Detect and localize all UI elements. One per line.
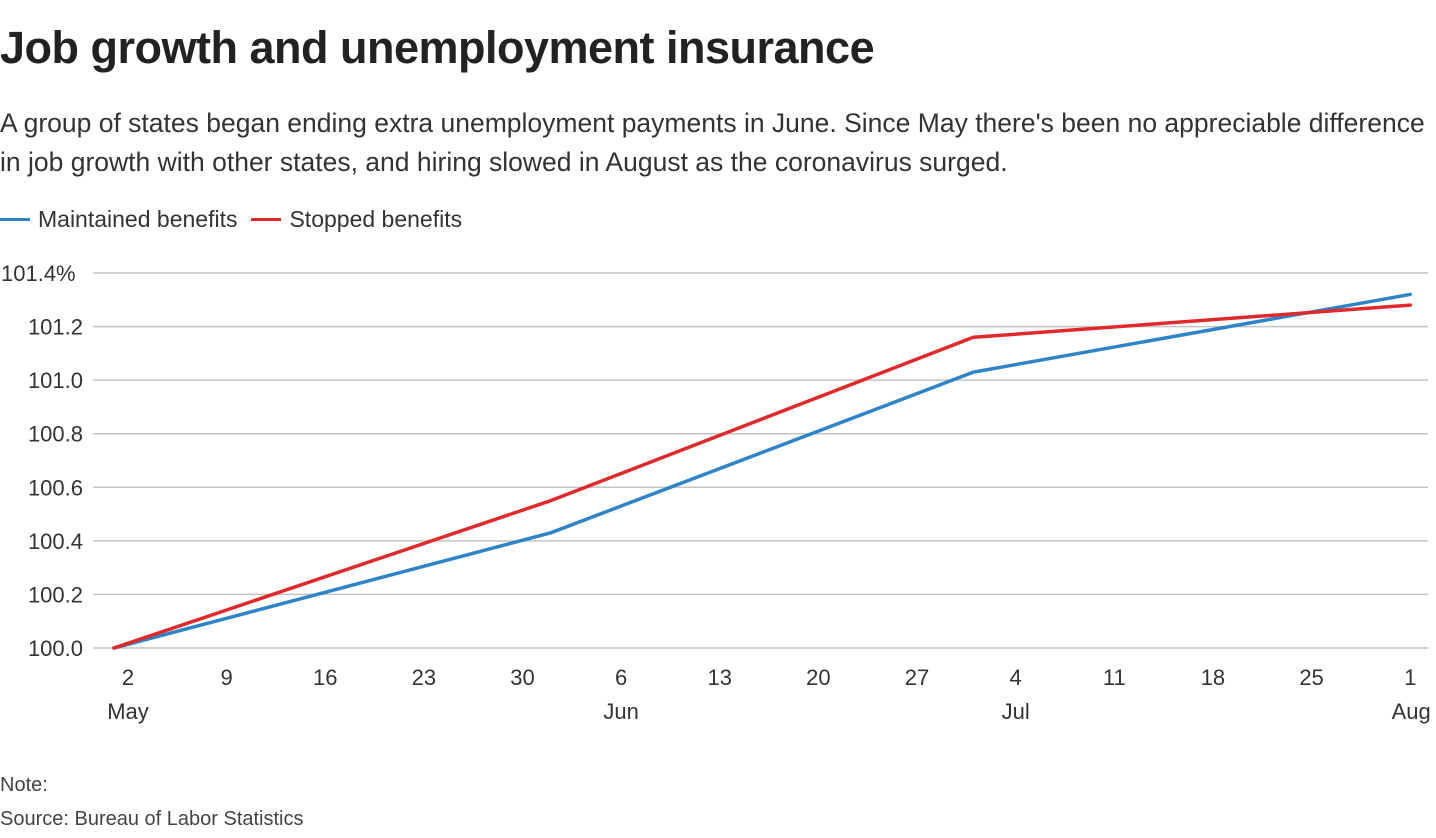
x-tick-label: 6: [615, 665, 627, 690]
y-tick-label: 101.0: [28, 368, 83, 393]
source: Source: Bureau of Labor Statistics: [0, 808, 304, 830]
x-tick-label: 25: [1299, 665, 1323, 690]
y-tick-label: 101.2: [28, 315, 83, 340]
y-tick-label: 100.6: [28, 475, 83, 500]
x-month-label: Jun: [603, 699, 638, 724]
x-tick-label: 20: [806, 665, 830, 690]
legend-label: Maintained benefits: [38, 206, 238, 232]
x-month-label: May: [107, 699, 149, 724]
legend-swatch: [251, 218, 282, 221]
x-tick-label: 9: [221, 665, 233, 690]
chart-title: Job growth and unemployment insurance: [0, 22, 875, 73]
x-tick-label: 11: [1103, 665, 1126, 690]
y-tick-label: 100.0: [28, 636, 83, 661]
legend: Maintained benefits Stopped benefits: [0, 206, 462, 233]
line-chart: 100.0 100.2 100.4 100.6 100.8 101.0 101.2 101.4…: [1, 261, 1431, 724]
x-tick-label: 4: [1010, 665, 1022, 690]
x-month-label: Jul: [1002, 699, 1030, 724]
chart-subtitle: A group of states began ending extra une…: [0, 108, 1425, 177]
series-line-maintained: [112, 292, 1412, 650]
x-tick-label: 13: [708, 665, 732, 690]
y-tick-label: 101.4%: [1, 261, 76, 286]
legend-item-maintained: Maintained benefits: [0, 206, 237, 233]
legend-item-stopped: Stopped benefits: [251, 206, 462, 233]
x-tick-label: 18: [1201, 665, 1225, 690]
x-tick-label: 16: [313, 665, 337, 690]
x-month-label: Aug: [1392, 699, 1431, 724]
x-tick-label: 30: [510, 665, 534, 690]
note: Note:: [0, 774, 48, 796]
y-tick-label: 100.2: [28, 582, 83, 607]
y-tick-label: 100.4: [28, 529, 83, 554]
y-tick-label: 100.8: [28, 422, 83, 447]
x-tick-label: 1: [1404, 665, 1416, 690]
x-tick-label: 23: [412, 665, 436, 690]
x-tick-label: 27: [905, 665, 929, 690]
x-tick-label: 2: [122, 665, 134, 690]
legend-swatch: [0, 218, 30, 221]
legend-label: Stopped benefits: [289, 206, 463, 232]
series-line-stopped: [112, 303, 1412, 650]
